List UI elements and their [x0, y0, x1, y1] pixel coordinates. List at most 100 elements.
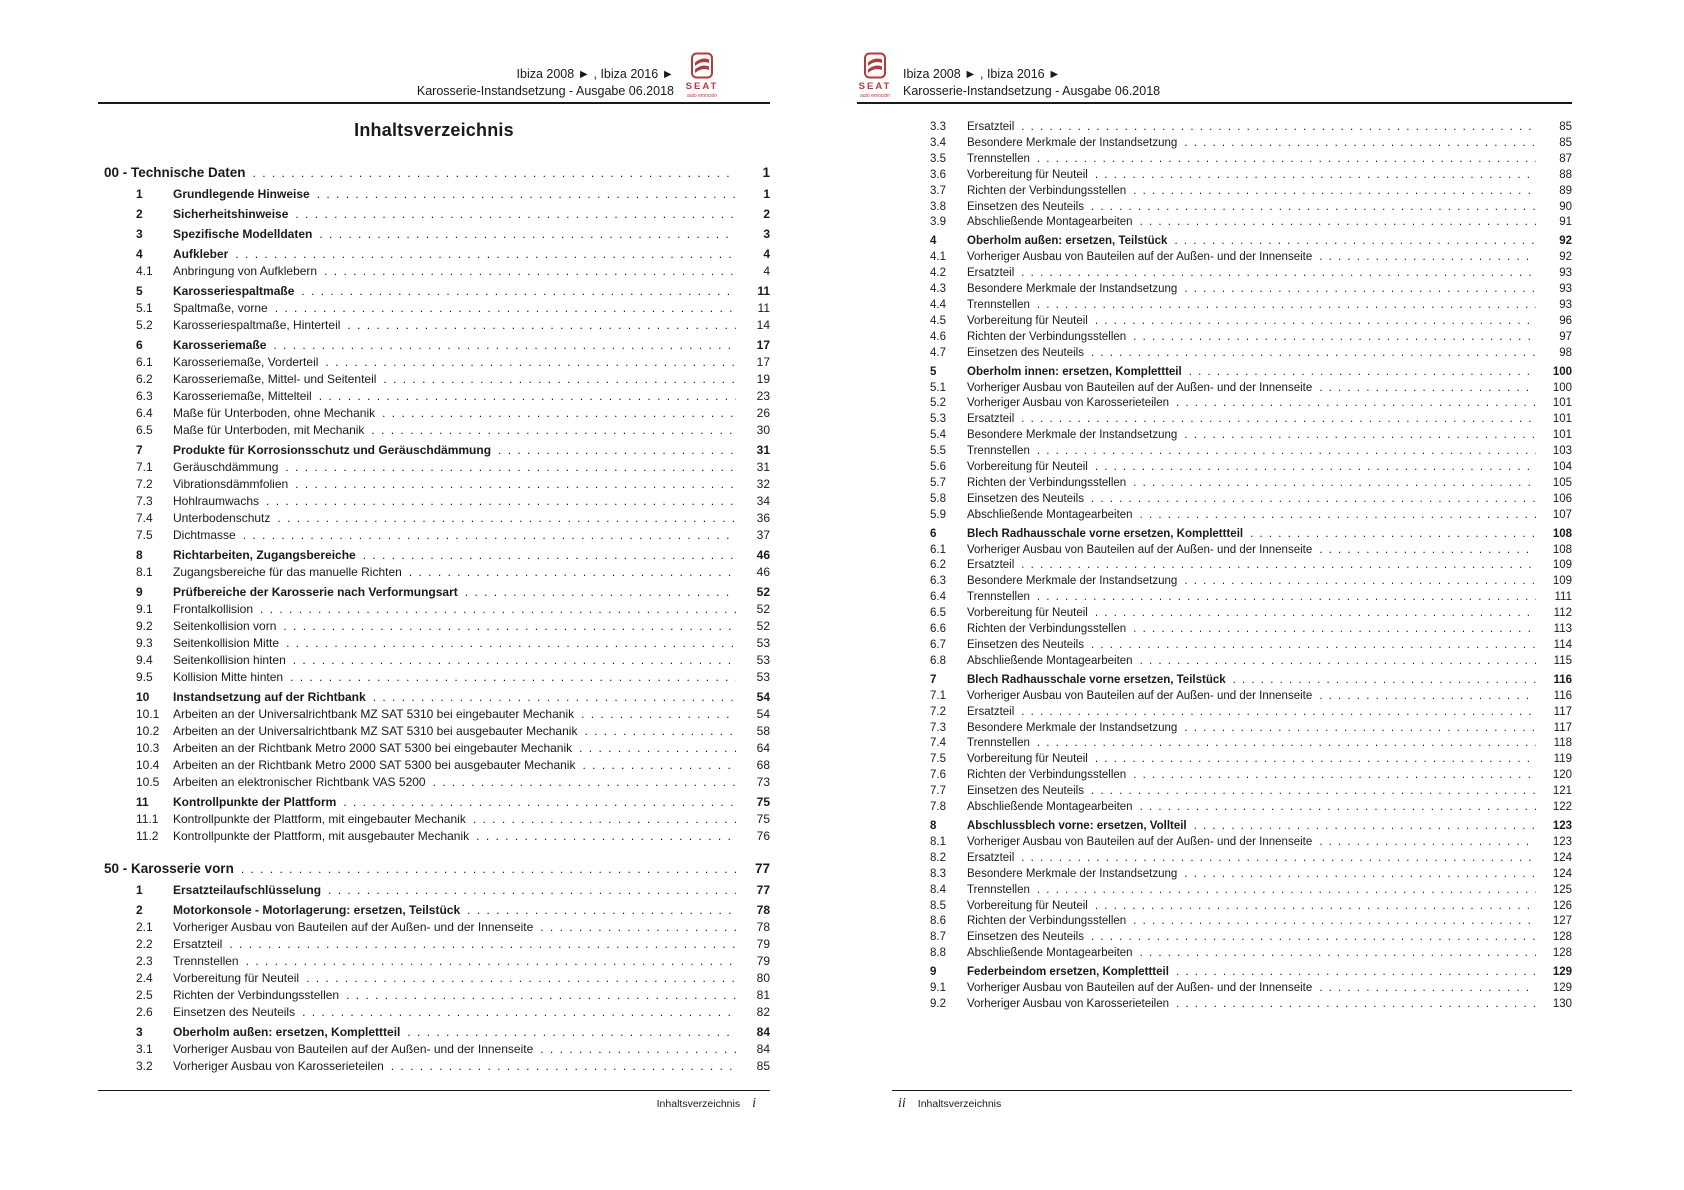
dot-leader — [1319, 689, 1536, 705]
toc-entry-title: Abschließende Montagearbeiten — [967, 216, 1133, 229]
toc-entry-number: 3.1 — [136, 1042, 153, 1056]
toc-entry-page: 14 — [756, 318, 770, 332]
dot-leader — [286, 635, 736, 652]
toc-entry-number: 5.5 — [930, 445, 946, 458]
toc-entry-page: 31 — [756, 460, 770, 474]
toc-entry-number: 6.4 — [930, 591, 946, 604]
toc-entry-title: Ersatzteil — [967, 121, 1015, 133]
toc-entry-title: Abschließende Montagearbeiten — [967, 947, 1133, 960]
toc-entry-title: Motorkonsole - Motorlagerung: ersetzen, … — [173, 903, 461, 917]
toc-row: 00 - Technische Daten 1 — [98, 163, 770, 183]
toc-entry-page: 79 — [756, 954, 770, 968]
toc-entry-title: Unterbodenschutz — [173, 511, 271, 525]
toc-entry-number: 10.2 — [136, 724, 160, 738]
dot-leader — [1176, 396, 1536, 412]
toc-entry-title: Vorheriger Ausbau von Bauteilen auf der … — [967, 381, 1313, 394]
toc-entry-page: 37 — [756, 528, 770, 542]
toc-entry-title: Vorheriger Ausbau von Bauteilen auf der … — [967, 982, 1313, 995]
toc-entry-page: 121 — [1552, 785, 1572, 798]
toc-entry-title: Karosseriespaltmaße, Hinterteil — [173, 318, 341, 332]
toc-entry-title: Geräuschdämmung — [173, 460, 279, 474]
toc-entry-title: Richten der Verbindungsstellen — [967, 915, 1127, 928]
dot-leader — [1194, 819, 1536, 835]
dot-leader — [285, 459, 736, 476]
toc-entry-page: 92 — [1559, 235, 1572, 248]
toc-entry-page: 120 — [1552, 769, 1572, 782]
dot-leader — [391, 1058, 736, 1075]
toc-row: 3 Oberholm außen: ersetzen, Komplettteil 8… — [98, 1024, 770, 1041]
toc-row: 6.2 Ersatzteil 109 — [892, 558, 1572, 574]
toc-entry-number: 10 — [136, 690, 150, 704]
toc-entry-page: 4 — [763, 247, 770, 261]
toc-row: 3.7 Richten der Verbindungsstellen 89 — [892, 184, 1572, 200]
dot-leader — [1021, 705, 1536, 721]
toc-row: 10.5 Arbeiten an elektronischer Richtbank… — [98, 774, 770, 791]
toc-entry-number: 5.2 — [136, 318, 153, 332]
toc-entry-number: 9.1 — [930, 982, 946, 995]
toc-entry-title: Sicherheitshinweise — [173, 207, 289, 221]
dot-leader — [1133, 330, 1536, 346]
toc-entry-page: 90 — [1559, 200, 1572, 213]
toc-title: Inhaltsverzeichnis — [354, 120, 514, 140]
toc-entry-title: 50 - Karosserie vorn — [104, 861, 234, 876]
toc-entry-title: Ersatzteil — [967, 559, 1015, 572]
toc-row: 4.5 Vorbereitung für Neuteil 96 — [892, 314, 1572, 330]
toc-entry-page: 1 — [763, 187, 770, 201]
toc-entry-number: 11.1 — [136, 812, 159, 826]
toc-entry-page: 117 — [1553, 705, 1572, 718]
toc-entry-title: Trennstellen — [967, 883, 1030, 896]
toc-entry-title: Seitenkollision vorn — [173, 619, 277, 633]
toc-entry-number: 3.9 — [930, 216, 946, 229]
toc-entry-title: Vorheriger Ausbau von Karosserieteilen — [173, 1059, 384, 1073]
toc-entry-number: 10.5 — [136, 775, 160, 789]
toc-entry-title: Prüfbereiche der Karosserie nach Verform… — [173, 585, 458, 599]
dot-leader — [473, 811, 736, 828]
toc-row: 3.2 Vorheriger Ausbau von Karosserieteile… — [98, 1058, 770, 1075]
toc-row: 6.3 Karosseriemaße, Mittelteil 23 — [98, 388, 770, 405]
dot-leader — [1091, 346, 1536, 362]
dot-leader — [241, 859, 736, 879]
toc-entry-title: Karosseriemaße, Mittelteil — [173, 389, 312, 403]
toc-entry-number: 8.1 — [930, 835, 946, 848]
toc-row: 9.5 Kollision Mitte hinten 53 — [98, 669, 770, 686]
toc-entry-title: Karosseriemaße, Mittel- und Seitenteil — [173, 372, 377, 386]
toc-row: 7.2 Ersatzteil 117 — [892, 705, 1572, 721]
toc-entry-number: 5 — [930, 365, 937, 378]
toc-row: 4.1 Vorheriger Ausbau von Bauteilen auf d… — [892, 250, 1572, 266]
toc-entry-page: 30 — [756, 423, 770, 437]
toc-entry-page: 11 — [757, 284, 770, 298]
dot-leader — [1140, 215, 1536, 231]
toc-entry-number: 6.3 — [136, 389, 153, 403]
dot-leader — [1037, 590, 1536, 606]
toc-entry-page: 52 — [756, 602, 770, 616]
toc-entry-title: Trennstellen — [967, 591, 1030, 604]
toc-entry-number: 5.4 — [930, 429, 946, 442]
dot-leader — [1176, 965, 1536, 981]
dot-leader — [1174, 234, 1536, 250]
toc-entry-page: 113 — [1553, 623, 1572, 636]
toc-entry-page: 53 — [756, 653, 770, 667]
toc-entry-page: 115 — [1553, 654, 1572, 667]
toc-row: 6.2 Karosseriemaße, Mittel- und Seitentei… — [98, 371, 770, 388]
toc-entry-number: 4.1 — [930, 251, 946, 264]
toc-entry-number: 2.4 — [136, 971, 153, 985]
toc-entry-page: 80 — [756, 971, 770, 985]
toc-row: 4.7 Einsetzen des Neuteils 98 — [892, 346, 1572, 362]
dot-leader — [465, 584, 736, 601]
toc-entry-title: Arbeiten an elektronischer Richtbank VAS… — [173, 775, 426, 789]
toc-entry-number: 7.4 — [930, 737, 946, 750]
toc-entry-page: 82 — [756, 1005, 770, 1019]
dot-leader — [1037, 736, 1536, 752]
dot-leader — [1133, 476, 1536, 492]
toc-row: 5.2 Vorheriger Ausbau von Karosserieteile… — [892, 396, 1572, 412]
toc-row: 5.9 Abschließende Montagearbeiten 107 — [892, 508, 1572, 524]
toc-entry-page: 100 — [1552, 381, 1572, 394]
dot-leader — [371, 422, 736, 439]
toc-entry-number: 9.4 — [136, 653, 153, 667]
toc-entry-number: 6 — [136, 338, 143, 352]
toc-row: 6 Blech Radhausschale vorne ersetzen, Kom… — [892, 527, 1572, 543]
toc-row: 9.1 Frontalkollision 52 — [98, 601, 770, 618]
dot-leader — [1095, 168, 1536, 184]
dot-leader — [346, 987, 736, 1004]
